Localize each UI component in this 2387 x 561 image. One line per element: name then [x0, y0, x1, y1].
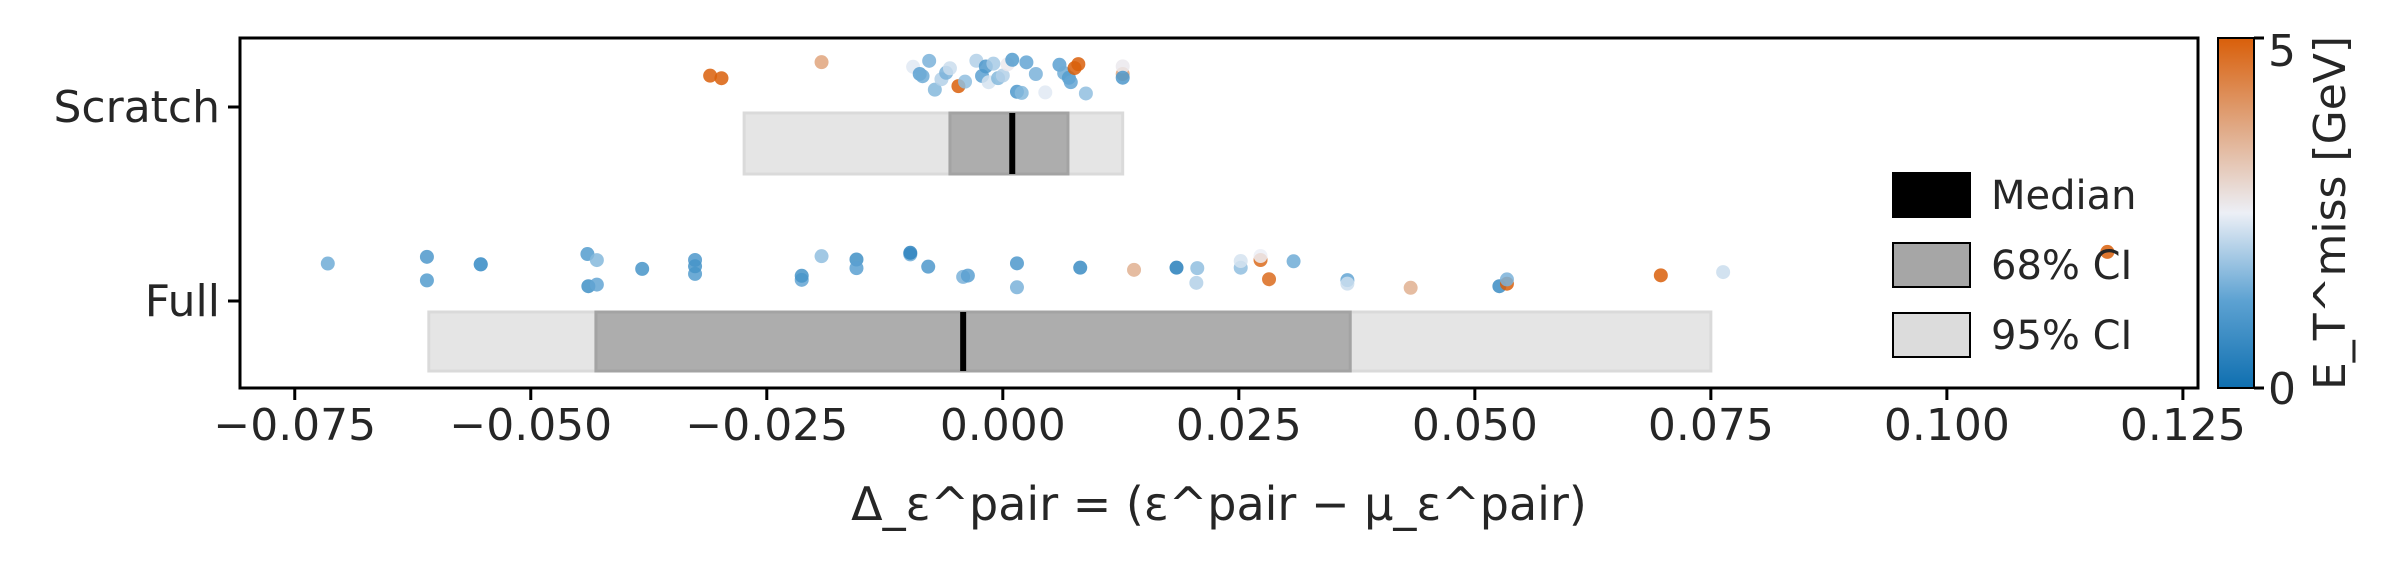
- data-point: [1078, 86, 1093, 101]
- data-point: [960, 268, 975, 283]
- data-point: [995, 68, 1010, 83]
- data-point: [1403, 280, 1418, 295]
- data-point: [1115, 70, 1130, 85]
- data-point: [1189, 275, 1204, 290]
- data-point: [1063, 75, 1078, 90]
- data-point: [1009, 256, 1024, 271]
- data-point: [1190, 261, 1205, 276]
- colorbar: 0 5 E_T^miss [GeV]: [2217, 26, 2356, 415]
- data-point: [814, 55, 829, 70]
- legend: Median 68% CI 95% CI: [1892, 172, 2137, 359]
- legend-label: 95% CI: [1991, 313, 2132, 359]
- data-point: [1716, 265, 1731, 280]
- data-point: [1115, 59, 1130, 74]
- data-point: [1499, 272, 1514, 287]
- data-point: [915, 69, 930, 84]
- ci68-band-full: [594, 310, 1352, 373]
- data-point: [1009, 280, 1024, 295]
- x-tick-label: 0.000: [940, 400, 1066, 451]
- legend-swatch: [1892, 172, 1971, 218]
- data-point: [921, 259, 936, 274]
- data-point: [473, 257, 488, 272]
- data-point: [849, 261, 864, 276]
- legend-swatch: [1892, 242, 1971, 288]
- data-point: [1169, 260, 1184, 275]
- x-tick-label: 0.050: [1412, 400, 1538, 451]
- data-point: [814, 249, 829, 264]
- data-point: [1071, 57, 1086, 72]
- data-point: [1127, 262, 1142, 277]
- x-tick-label: 0.025: [1176, 400, 1302, 451]
- x-tick-label: −0.025: [685, 400, 848, 451]
- y-tick-label: Scratch: [53, 82, 220, 133]
- colorbar-label: E_T^miss [GeV]: [2305, 36, 2356, 390]
- x-tick-label: −0.075: [213, 400, 376, 451]
- plot-area: −0.075 −0.050 −0.025 0.000 0.025 0.050 0.075 0.…: [53, 36, 2246, 451]
- data-point: [903, 245, 918, 260]
- data-point: [942, 61, 957, 76]
- x-tick-label: 0.075: [1648, 400, 1774, 451]
- data-point: [1340, 276, 1355, 291]
- x-tick-label: −0.050: [449, 400, 612, 451]
- legend-label: 68% CI: [1991, 243, 2132, 289]
- axes-frame: [238, 36, 2200, 390]
- data-point: [958, 74, 973, 89]
- data-point: [794, 268, 809, 283]
- data-point: [986, 56, 1001, 71]
- data-point: [703, 68, 718, 83]
- data-point: [1019, 55, 1034, 70]
- data-point: [1653, 268, 1668, 283]
- data-point: [419, 249, 434, 264]
- data-point: [320, 256, 335, 271]
- colorbar-tick-label: 5: [2268, 26, 2296, 77]
- ci68-band-scratch: [948, 111, 1070, 176]
- data-point: [419, 273, 434, 288]
- data-point: [1253, 249, 1268, 264]
- data-point: [589, 277, 604, 292]
- colorbar-gradient: [2217, 37, 2255, 389]
- x-tick-label: 0.125: [2120, 400, 2246, 451]
- data-point: [1262, 272, 1277, 287]
- data-point: [1233, 254, 1248, 269]
- data-point: [1005, 52, 1020, 67]
- data-point: [635, 261, 650, 276]
- data-point: [589, 253, 604, 268]
- data-point: [922, 53, 937, 68]
- data-point: [1073, 260, 1088, 275]
- data-point: [1014, 85, 1029, 100]
- data-point: [2100, 244, 2115, 259]
- x-tick-label: 0.100: [1884, 400, 2010, 451]
- data-point: [1286, 254, 1301, 269]
- data-point: [688, 259, 703, 274]
- data-point: [1028, 66, 1043, 81]
- x-axis-label: Δ_ε^pair = (ε^pair − μ_ε^pair): [851, 477, 1587, 531]
- data-point: [1038, 85, 1053, 100]
- data-point: [714, 71, 729, 86]
- data-point: [927, 82, 942, 97]
- y-tick-label: Full: [145, 276, 220, 327]
- colorbar-tick-label: 0: [2268, 364, 2296, 415]
- legend-swatch: [1892, 312, 1971, 358]
- legend-label: Median: [1991, 173, 2137, 219]
